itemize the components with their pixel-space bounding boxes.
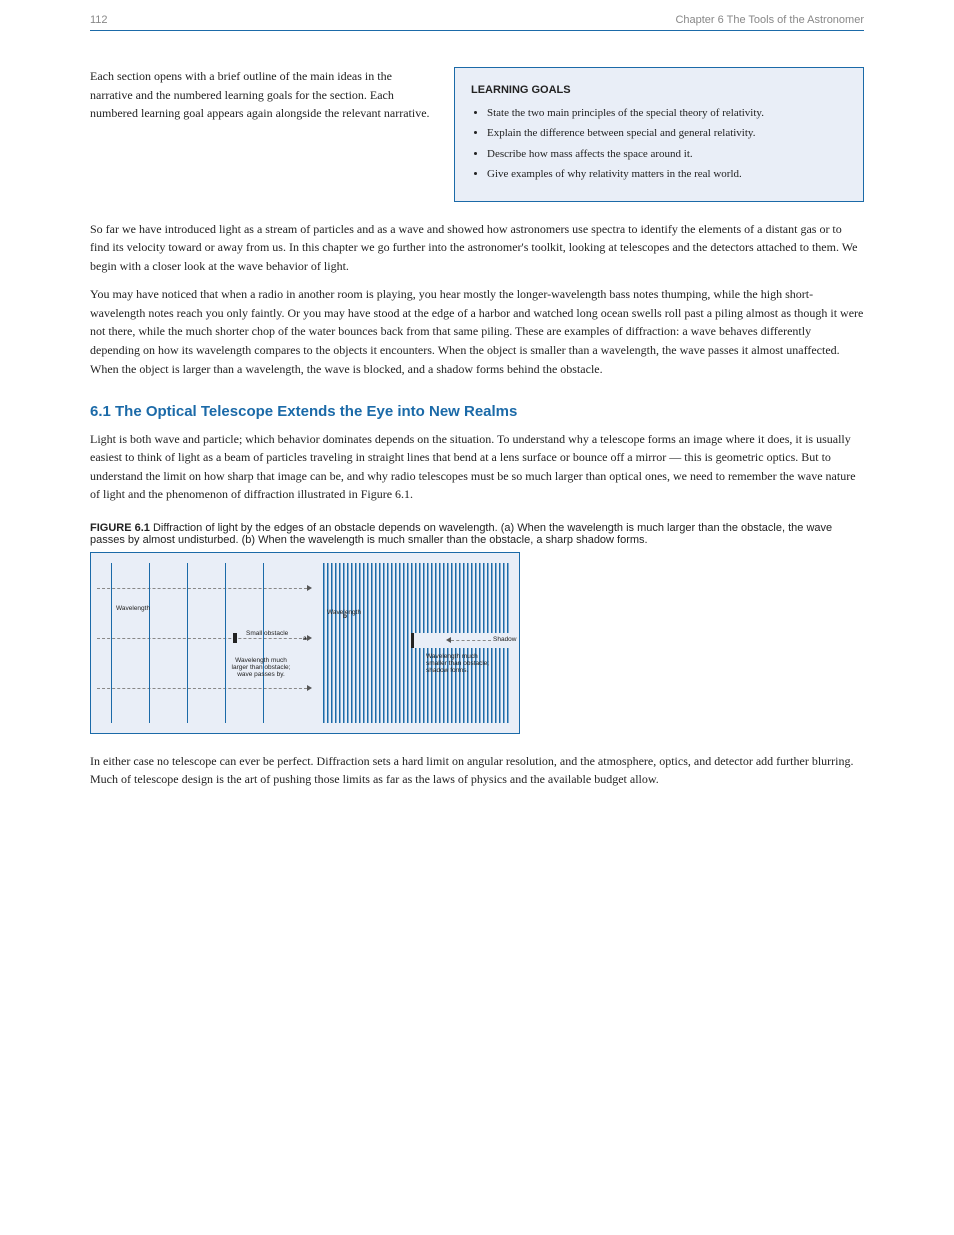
- label-shadow: Shadow: [493, 636, 517, 643]
- intro-text: Each section opens with a brief outline …: [90, 67, 434, 202]
- ray-line: [97, 588, 307, 589]
- wavefront-dense-right-top: [415, 563, 511, 633]
- learning-goal-item: Describe how mass affects the space arou…: [487, 146, 847, 163]
- wavefront: [263, 563, 264, 723]
- figure-caption-text: Diffraction of light by the edges of an …: [90, 522, 832, 546]
- header-rule: [90, 30, 864, 31]
- body-para: So far we have introduced light as a str…: [90, 220, 864, 276]
- page-number: 112: [90, 14, 108, 26]
- arrow-icon: [446, 637, 451, 643]
- learning-goals-list: State the two main principles of the spe…: [471, 105, 847, 183]
- panel-caption-a: Wavelength much larger than obstacle; wa…: [231, 657, 291, 678]
- label-small-obstacle: Small obstacle: [246, 630, 288, 637]
- learning-goals-box: LEARNING GOALS State the two main princi…: [454, 67, 864, 202]
- arrow-icon: [307, 585, 312, 591]
- arrow-icon: [307, 685, 312, 691]
- arrow-icon: [307, 635, 312, 641]
- figure-label: FIGURE 6.1: [90, 522, 150, 534]
- intro-paragraph: Each section opens with a brief outline …: [90, 67, 434, 123]
- label-wavelength: Wavelength: [116, 605, 150, 612]
- panel-letter-b: b: [343, 613, 347, 620]
- ray-line: [97, 688, 307, 689]
- wavefront: [111, 563, 112, 723]
- body-para: In either case no telescope can ever be …: [90, 752, 864, 789]
- figure-caption: FIGURE 6.1 Diffraction of light by the e…: [90, 522, 864, 546]
- wavefront: [187, 563, 188, 723]
- learning-goals-title: LEARNING GOALS: [471, 82, 847, 99]
- body-text: So far we have introduced light as a str…: [90, 220, 864, 504]
- shadow-arrow: [451, 640, 491, 641]
- body-text-after-figure: In either case no telescope can ever be …: [90, 752, 864, 789]
- header-title: Chapter 6 The Tools of the Astronomer: [675, 14, 864, 26]
- panel-letter-a: a: [303, 635, 307, 642]
- small-obstacle: [233, 633, 237, 643]
- learning-goal-item: State the two main principles of the spe…: [487, 105, 847, 122]
- wavefront: [225, 563, 226, 723]
- wavefront: [149, 563, 150, 723]
- figure-6-1: Wavelength Small obstacle Wavelength muc…: [90, 552, 520, 734]
- panel-caption-b: Wavelength much smaller than obstacle; s…: [426, 653, 496, 674]
- body-para: Light is both wave and particle; which b…: [90, 430, 864, 504]
- learning-goal-item: Explain the difference between special a…: [487, 125, 847, 142]
- large-obstacle: [411, 633, 414, 648]
- wavefront-dense-left: [323, 563, 415, 723]
- learning-goal-item: Give examples of why relativity matters …: [487, 166, 847, 183]
- ray-line: [97, 638, 307, 639]
- page-header: 112 Chapter 6 The Tools of the Astronome…: [90, 0, 864, 26]
- body-para: You may have noticed that when a radio i…: [90, 285, 864, 378]
- section-title: 6.1 The Optical Telescope Extends the Ey…: [90, 400, 864, 423]
